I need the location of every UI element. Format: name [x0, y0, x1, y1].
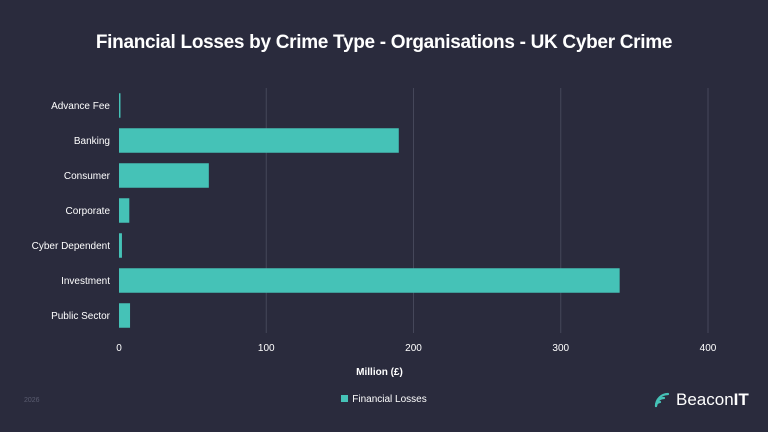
category-label: Corporate — [66, 206, 111, 217]
category-label: Banking — [74, 136, 110, 147]
brand-logo: BeaconIT — [654, 390, 749, 410]
x-tick-label: 0 — [116, 343, 122, 354]
bar — [119, 93, 121, 118]
legend-label: Financial Losses — [352, 394, 427, 405]
bar — [119, 128, 399, 153]
brand-name: BeaconIT — [676, 390, 749, 410]
category-label: Investment — [61, 276, 110, 287]
x-tick-label: 100 — [258, 343, 275, 354]
brand-name-part1: Beacon — [676, 390, 734, 409]
bar — [119, 233, 122, 258]
brand-name-part2: IT — [733, 390, 749, 409]
category-label: Public Sector — [51, 311, 111, 322]
category-label: Consumer — [64, 171, 111, 182]
x-axis-label: Million (£) — [356, 367, 403, 378]
legend[interactable]: Financial Losses — [0, 394, 768, 405]
signal-waves-icon — [654, 392, 670, 408]
chart-title: Financial Losses by Crime Type - Organis… — [95, 32, 673, 53]
category-label: Advance Fee — [51, 101, 110, 112]
x-tick-label: 200 — [405, 343, 422, 354]
year-label: 2026 — [24, 397, 40, 404]
bar — [119, 303, 131, 328]
bar — [119, 268, 620, 293]
category-label: Cyber Dependent — [32, 241, 111, 252]
bar — [119, 198, 130, 223]
bar — [119, 163, 209, 188]
bar-chart: 0 100 200 300 400 Advance Fee Banking Consumer C… — [32, 88, 717, 378]
x-tick-label: 400 — [700, 343, 717, 354]
legend-swatch — [341, 394, 349, 402]
x-tick-label: 300 — [552, 343, 569, 354]
